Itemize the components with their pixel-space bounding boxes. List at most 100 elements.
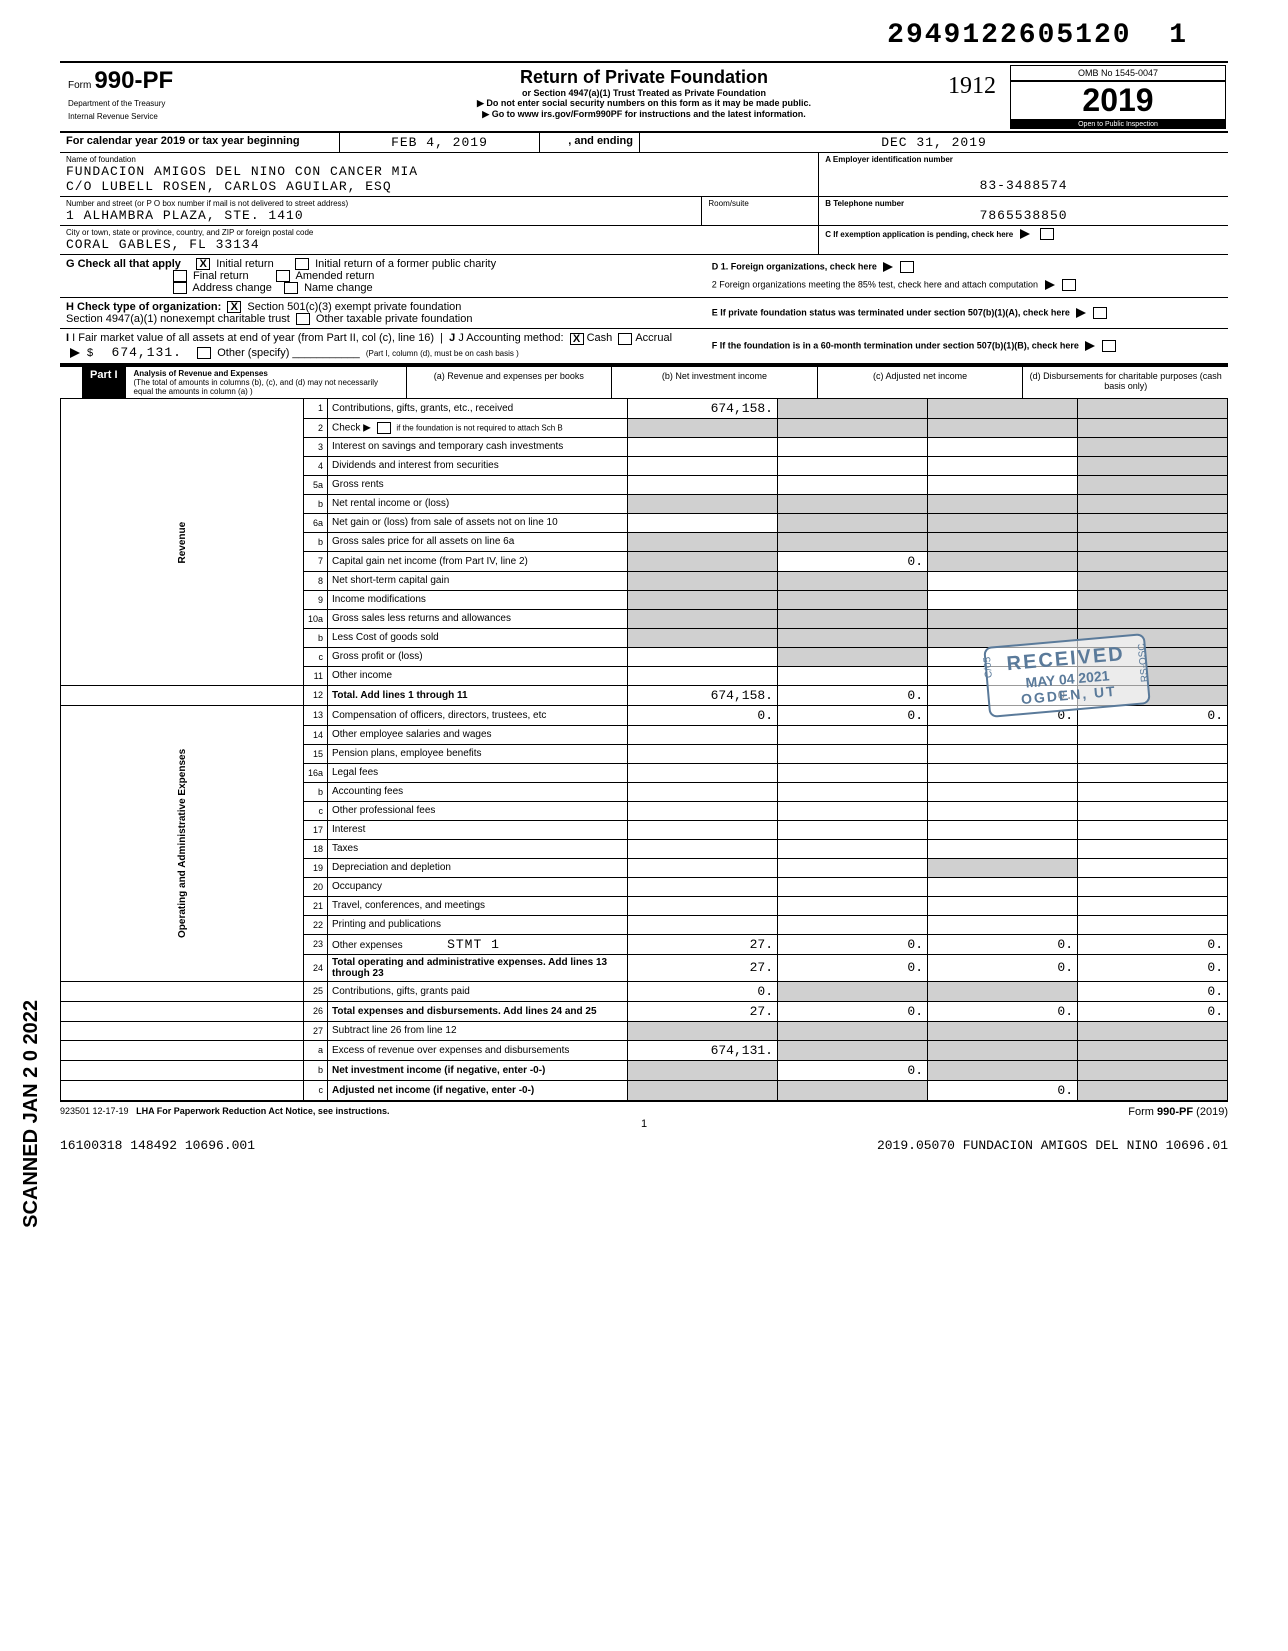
stamp-side1: C/05 [982,656,995,678]
form-id-block: Form 990-PF Department of the Treasury I… [60,63,280,125]
footer-form: Form 990-PF (2019) [1128,1106,1228,1118]
table-row: bNet investment income (if negative, ent… [61,1060,1228,1080]
j-accrual: Accrual [635,332,672,344]
part1-header: Part I Analysis of Revenue and Expenses … [60,365,1228,399]
h-4947: Section 4947(a)(1) nonexempt charitable … [66,313,290,325]
batch-row: 16100318 148492 10696.001 2019.05070 FUN… [60,1138,1228,1153]
side-revenue: Revenue [61,399,304,686]
handwritten-year: 1912 [948,73,996,100]
ein-label: A Employer identification number [825,155,1222,164]
foundation-name-1: FUNDACION AMIGOS DEL NINO CON CANCER MIA [66,164,812,179]
line2-checkbox[interactable] [377,422,391,434]
c-label: C If exemption application is pending, c… [825,230,1013,239]
section-g: G Check all that apply X Initial return … [60,255,1228,298]
j-cash: Cash [587,332,613,344]
table-row: cAdjusted net income (if negative, enter… [61,1080,1228,1101]
g-initial-former: Initial return of a former public charit… [315,258,496,270]
j-other: Other (specify) [217,347,289,359]
arrow-icon [1076,308,1086,318]
dept-irs: Internal Revenue Service [68,112,272,121]
j-accrual-checkbox[interactable] [618,333,632,345]
i-label: I Fair market value of all assets at end… [72,332,434,344]
footer-code: 923501 12-17-19 [60,1106,129,1116]
d-label: D 1. Foreign organizations, check here [712,262,877,272]
page-number: 1 [60,1118,1228,1130]
address-phone-row: Number and street (or P O box number if … [60,197,1228,226]
form-page: 2949122605120 1 Form 990-PF Department o… [60,20,1228,1153]
dept-treasury: Department of the Treasury [68,99,272,108]
e-checkbox[interactable] [1093,307,1107,319]
j-note: (Part I, column (d), must be on cash bas… [366,349,519,358]
table-row: aExcess of revenue over expenses and dis… [61,1040,1228,1060]
ein-value: 83-3488574 [825,178,1222,193]
footer: 923501 12-17-19 LHA For Paperwork Reduct… [60,1106,1228,1118]
h-label: H Check type of organization: [66,301,221,313]
street-address: 1 ALHAMBRA PLAZA, STE. 1410 [66,208,695,223]
g-initial: Initial return [216,258,273,270]
city-label: City or town, state or province, country… [66,228,812,237]
tax-year: 2019 [1010,81,1226,120]
table-row: 27Subtract line 26 from line 12 [61,1021,1228,1040]
g-address-checkbox[interactable] [173,282,187,294]
j-cash-checkbox[interactable]: X [570,333,584,345]
col-b-head: (b) Net investment income [611,367,817,398]
arrow-icon [1020,229,1030,239]
i-value: 674,131. [112,345,182,360]
table-row: Revenue 1Contributions, gifts, grants, e… [61,399,1228,419]
period-mid: , and ending [540,133,640,152]
batch-right: 2019.05070 FUNDACION AMIGOS DEL NINO 106… [877,1138,1228,1153]
d2-label: 2 Foreign organizations meeting the 85% … [712,280,1038,290]
g-initial-checkbox[interactable]: X [196,258,210,270]
period-end: DEC 31, 2019 [640,133,1228,152]
f-label: F If the foundation is in a 60-month ter… [712,340,1079,350]
section-i: I I Fair market value of all assets at e… [60,329,1228,364]
g-name-change: Name change [304,282,373,294]
section-h: H Check type of organization: X Section … [60,298,1228,329]
title-line1: ▶ Do not enter social security numbers o… [284,98,1004,109]
title-line2: ▶ Go to www irs.gov/Form990PF for instru… [284,109,1004,120]
h-501c3-checkbox[interactable]: X [227,301,241,313]
arrow-icon [1045,280,1055,290]
g-name-change-checkbox[interactable] [284,282,298,294]
g-label: G Check all that apply [66,258,181,270]
g-final: Final return [193,270,249,282]
form-number: 990-PF [94,67,173,94]
table-row: 25Contributions, gifts, grants paid0.0. [61,981,1228,1001]
j-label: J Accounting method: [458,332,563,344]
h-4947-checkbox[interactable] [296,313,310,325]
side-expenses: Operating and Administrative Expenses [61,705,304,981]
d2-checkbox[interactable] [1062,279,1076,291]
e-label: E If private foundation status was termi… [712,308,1070,318]
d1-checkbox[interactable] [900,261,914,273]
tracking-number: 2949122605120 1 [60,20,1228,51]
city-c-row: City or town, state or province, country… [60,226,1228,255]
g-final-checkbox[interactable] [173,270,187,282]
arrow-icon [1085,341,1095,351]
title-sub: or Section 4947(a)(1) Trust Treated as P… [284,88,1004,98]
year-block: OMB No 1545-0047 2019 Open to Public Ins… [1008,63,1228,131]
part1-subtitle: (The total of amounts in columns (b), (c… [134,378,379,396]
footer-lha: LHA For Paperwork Reduction Act Notice, … [136,1106,389,1116]
arrow-icon [70,348,80,358]
calendar-year-row: For calendar year 2019 or tax year begin… [60,133,1228,153]
calendar-label: For calendar year 2019 or tax year begin… [60,133,340,152]
g-initial-former-checkbox[interactable] [295,258,309,270]
omb-number: OMB No 1545-0047 [1010,65,1226,81]
col-d-head: (d) Disbursements for charitable purpose… [1022,367,1228,398]
c-checkbox[interactable] [1040,228,1054,240]
arrow-icon [883,262,893,272]
foundation-name-2: C/O LUBELL ROSEN, CARLOS AGUILAR, ESQ [66,179,812,194]
f-checkbox[interactable] [1102,340,1116,352]
g-amended-checkbox[interactable] [276,270,290,282]
title-main: Return of Private Foundation [284,67,1004,88]
g-address: Address change [192,282,272,294]
addr-label: Number and street (or P O box number if … [66,199,695,208]
col-c-head: (c) Adjusted net income [817,367,1023,398]
name-ein-row: Name of foundation FUNDACION AMIGOS DEL … [60,153,1228,197]
j-other-checkbox[interactable] [197,347,211,359]
form-prefix: Form [68,80,91,91]
period-start: FEB 4, 2019 [340,133,540,152]
name-label: Name of foundation [66,155,812,164]
col-a-head: (a) Revenue and expenses per books [406,367,612,398]
form-header: Form 990-PF Department of the Treasury I… [60,61,1228,133]
